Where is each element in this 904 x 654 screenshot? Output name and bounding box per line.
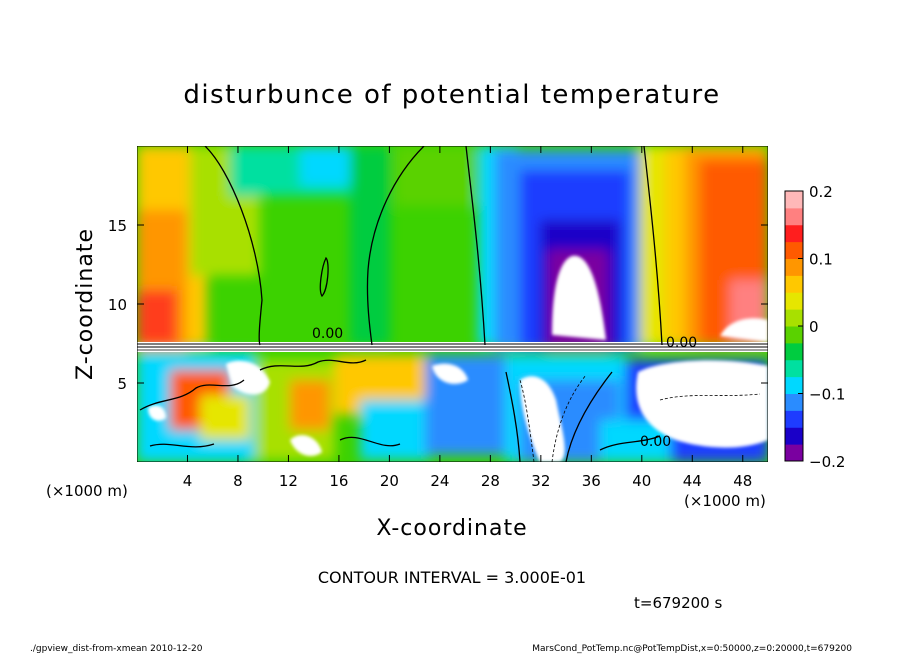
x-tick-label: 28 — [481, 472, 500, 490]
x-axis: 4 8 12 16 20 24 28 32 36 40 44 48 — [183, 146, 752, 490]
contour-labels: 0.00 0.00 0.00 — [312, 326, 697, 450]
x-axis-unit: (×1000 m) — [684, 492, 766, 510]
y-tick-label: 10 — [108, 296, 127, 314]
heatmap-field: 0.00 0.00 0.00 — [137, 146, 768, 462]
y-axis-unit: (×1000 m) — [46, 482, 128, 500]
colorbar-swatch — [785, 275, 803, 293]
colorbar-swatch — [785, 359, 803, 378]
x-tick-label: 8 — [233, 472, 243, 490]
x-tick-label: 12 — [279, 472, 298, 490]
colorbar-swatch — [785, 224, 803, 243]
colorbar-tick-label: 0.1 — [809, 251, 833, 269]
colorbar-swatch — [785, 241, 803, 259]
contour-label: 0.00 — [640, 434, 671, 450]
colorbar-tick-label: −0.1 — [809, 386, 845, 404]
y-axis-label: Z-coordinate — [73, 228, 98, 380]
colorbar-tick-label: 0 — [809, 318, 819, 336]
x-tick-label: 4 — [183, 472, 193, 490]
footer-right: MarsCond_PotTemp.nc@PotTempDist,x=0:5000… — [532, 644, 852, 654]
colorbar-swatch — [785, 191, 803, 209]
contour-label: 0.00 — [312, 326, 343, 342]
colorbar-swatch — [785, 309, 803, 327]
colorbar-tick-label: −0.2 — [809, 453, 845, 471]
colorbar-tick-label: 0.2 — [809, 183, 833, 201]
colorbar-swatch — [785, 292, 803, 310]
x-tick-label: 16 — [329, 472, 348, 490]
x-tick-label: 20 — [380, 472, 399, 490]
colorbar-swatch — [785, 258, 803, 276]
y-axis: 5 10 15 — [108, 217, 768, 393]
x-tick-label: 32 — [531, 472, 550, 490]
colorbar-swatch — [785, 326, 803, 344]
colorbar-swatch — [785, 444, 803, 462]
x-tick-label: 48 — [733, 472, 752, 490]
chart-title: disturbunce of potential temperature — [183, 80, 720, 110]
y-tick-label: 15 — [108, 217, 127, 235]
y-tick-label: 5 — [117, 375, 127, 393]
time-stamp: t=679200 s — [634, 594, 722, 612]
x-tick-label: 44 — [683, 472, 702, 490]
colorbar-swatch — [785, 207, 803, 226]
colorbar-swatch — [785, 342, 803, 361]
colorbar-swatch — [785, 410, 803, 428]
x-tick-label: 40 — [632, 472, 651, 490]
colorbar-swatch — [785, 376, 803, 394]
contour-interval-note: CONTOUR INTERVAL = 3.000E-01 — [318, 568, 586, 587]
contour-label: 0.00 — [666, 335, 697, 351]
x-tick-label: 36 — [582, 472, 601, 490]
colorbar-swatch — [785, 427, 803, 445]
colorbar-swatch — [785, 393, 803, 411]
x-tick-label: 24 — [430, 472, 449, 490]
x-axis-label: X-coordinate — [376, 516, 527, 541]
colorbar: 0.2 0.1 0 −0.1 −0.2 — [784, 183, 845, 471]
footer-left: ./gpview_dist-from-xmean 2010-12-20 — [30, 644, 203, 654]
